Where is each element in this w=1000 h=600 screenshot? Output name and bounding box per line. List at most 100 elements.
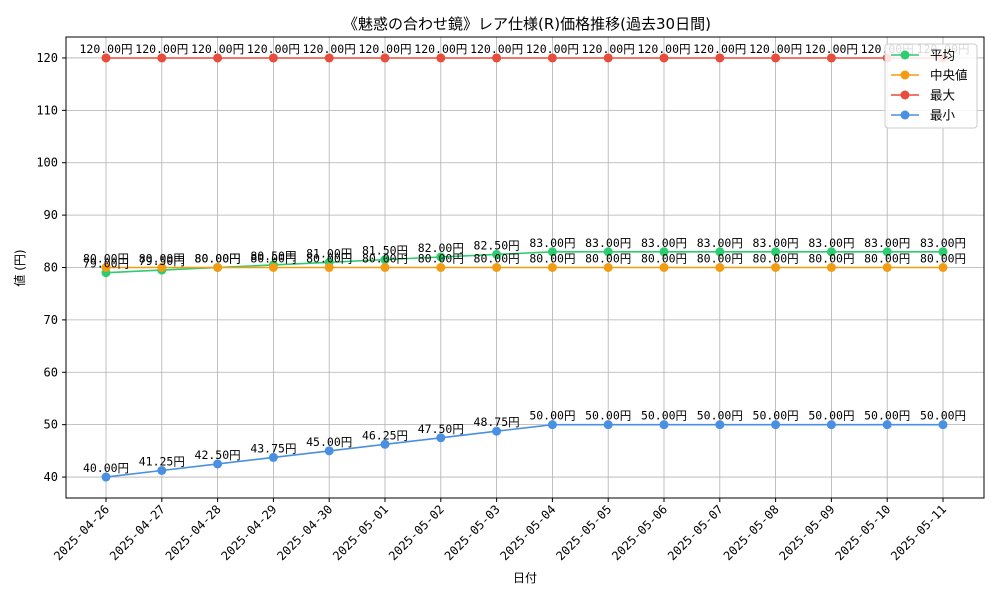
x-tick-label: 2025-05-06 [609,502,670,563]
data-point [826,420,836,430]
data-point [659,420,669,430]
x-tick-label: 2025-04-30 [274,502,335,563]
x-tick-label: 2025-05-10 [832,502,893,563]
data-label: 80.00円 [195,252,241,266]
data-point [659,263,669,272]
data-point [547,420,557,430]
data-label: 81.50円 [362,244,408,258]
data-label: 120.00円 [358,42,411,56]
data-label: 120.00円 [303,42,356,56]
data-labels-layer: 79.00円 79.50円 80.00円 80.50円 81.00円 81.50円 82.0… [79,42,969,475]
data-label: 43.75円 [250,441,296,455]
data-label: 80.00円 [753,252,799,266]
data-point [659,247,669,257]
legend-marker [900,90,910,100]
data-point [101,472,111,482]
data-label: 83.00円 [641,236,687,250]
data-label: 120.00円 [79,42,132,56]
data-point [938,247,948,257]
x-tick-label: 2025-04-27 [107,502,168,563]
data-label: 81.00円 [306,246,352,260]
data-point [715,420,725,430]
data-label: 83.00円 [697,236,743,250]
data-label: 120.00円 [749,42,802,56]
data-label: 80.00円 [641,252,687,266]
data-point [603,53,613,63]
data-point [603,420,613,430]
data-point [492,53,502,63]
data-label: 45.00円 [306,435,352,449]
data-label: 46.25円 [362,428,408,442]
data-point [771,247,781,257]
data-label: 120.00円 [191,42,244,56]
x-axis-ticks: 2025-04-262025-04-272025-04-282025-04-29… [51,498,949,563]
y-tick-label: 50 [44,418,58,432]
series-line [105,423,943,478]
data-label: 40.00円 [83,461,129,475]
data-label: 80.00円 [195,252,241,266]
data-point [492,263,502,272]
data-point [157,465,167,475]
data-label: 80.00円 [585,252,631,266]
data-point [213,263,223,272]
data-point [101,53,111,63]
chart-title: 《魅惑の合わせ鏡》レア仕様(R)価格推移(過去30日間) [343,15,711,33]
x-tick-label: 2025-05-04 [498,502,559,563]
data-point [380,53,390,63]
data-label: 83.00円 [864,236,910,250]
y-tick-label: 70 [44,313,58,327]
data-point [324,446,334,456]
data-label: 80.00円 [864,252,910,266]
data-point [324,53,334,63]
data-label: 80.00円 [474,252,520,266]
data-label: 80.00円 [529,252,575,266]
data-label: 120.00円 [693,42,746,56]
data-point [492,426,502,436]
data-label: 50.00円 [697,409,743,423]
x-tick-label: 2025-05-03 [442,502,503,563]
x-tick-label: 2025-04-29 [219,502,280,563]
data-point [157,263,167,272]
data-point [324,263,334,272]
y-tick-label: 80 [44,261,58,275]
data-label: 50.00円 [529,409,575,423]
data-label: 42.50円 [195,448,241,462]
data-point [938,263,948,272]
data-label: 120.00円 [526,42,579,56]
y-axis-label: 値 (円) [12,249,27,286]
data-label: 120.00円 [414,42,467,56]
y-tick-label: 120 [36,51,58,65]
data-label: 50.00円 [920,409,966,423]
data-label: 83.00円 [753,236,799,250]
legend-label: 平均 [930,48,955,63]
legend-label: 最大 [930,88,955,103]
legend-box [884,43,978,129]
data-label: 83.00円 [920,236,966,250]
legend-marker [900,70,910,80]
data-point [771,263,781,272]
data-point [436,53,446,63]
data-point [603,247,613,257]
data-label: 47.50円 [418,422,464,436]
data-point [436,252,446,262]
legend-label: 最小 [930,108,956,123]
data-label: 80.50円 [250,249,296,263]
x-tick-label: 2025-05-11 [888,502,949,563]
data-point [547,247,557,257]
data-label: 83.00円 [808,236,854,250]
data-label: 120.00円 [247,42,300,56]
data-point [547,53,557,63]
data-point [882,247,892,257]
series-layer [101,53,948,482]
data-point [826,247,836,257]
data-label: 83.00円 [585,236,631,250]
data-point [492,249,502,259]
data-point [715,53,725,63]
data-label: 82.50円 [474,238,520,252]
x-tick-label: 2025-04-28 [163,502,224,563]
data-label: 80.00円 [362,252,408,266]
data-point [268,452,278,462]
data-label: 80.00円 [83,252,129,266]
